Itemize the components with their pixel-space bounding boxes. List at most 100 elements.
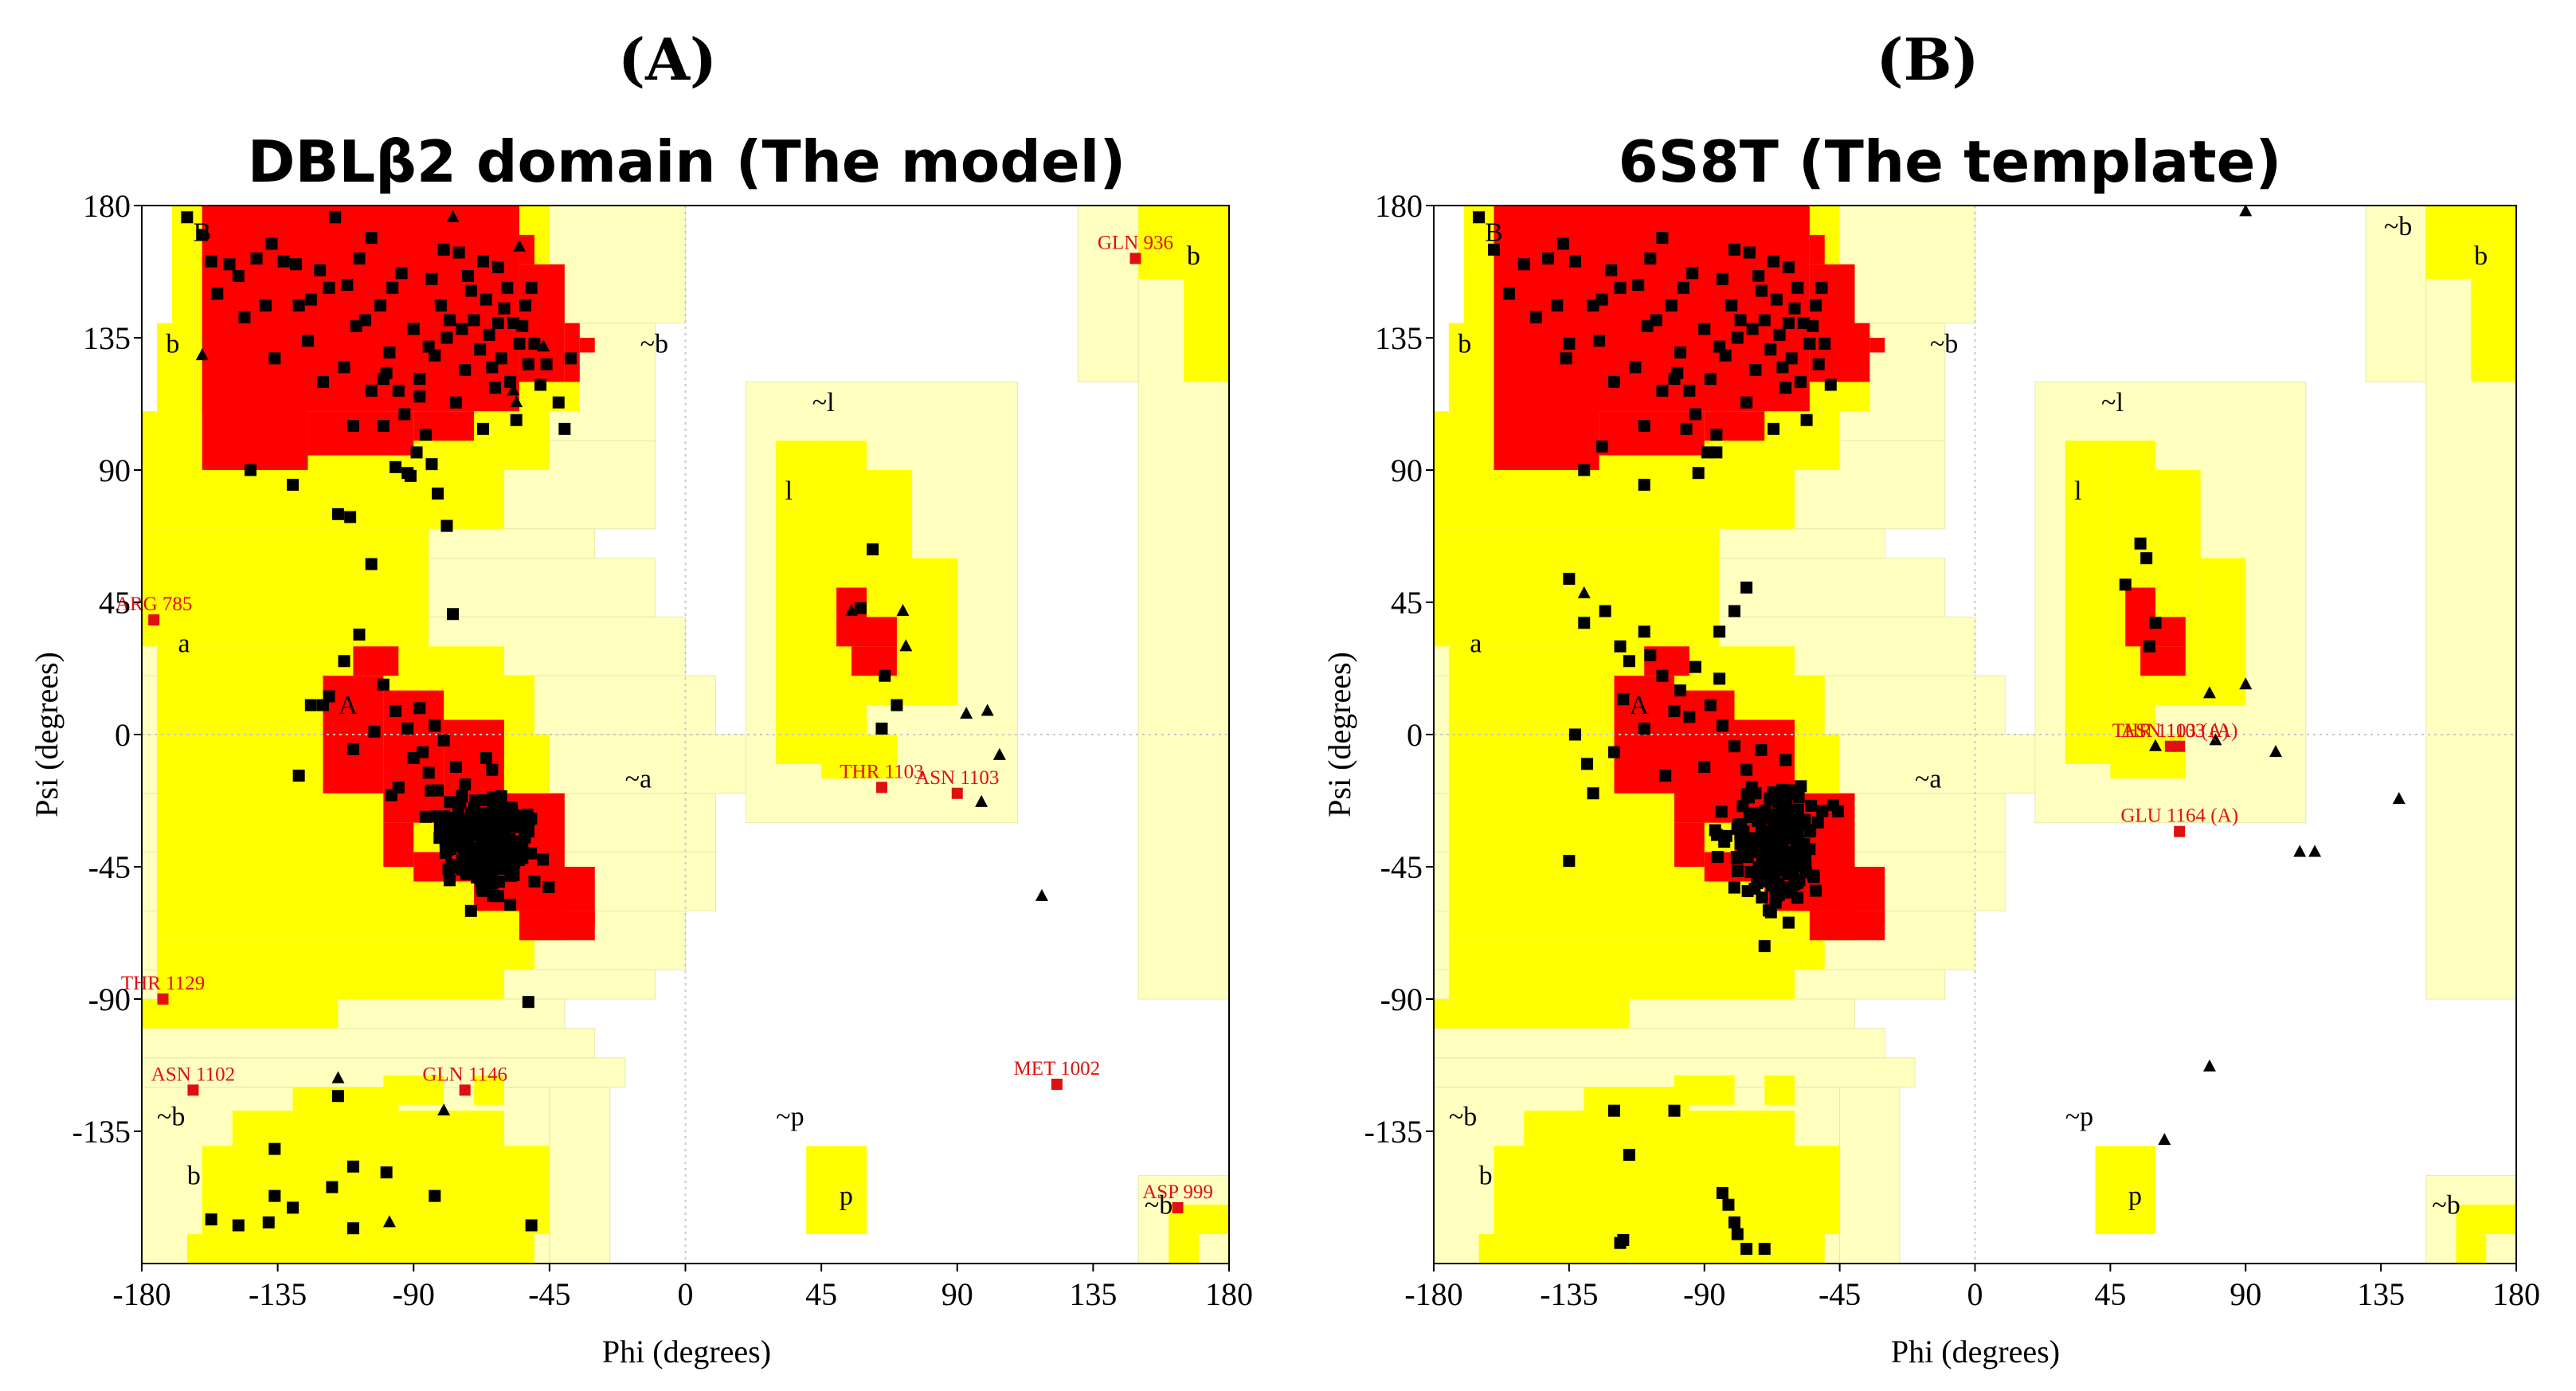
glycine-point bbox=[437, 1103, 451, 1116]
residue-point bbox=[1629, 361, 1642, 374]
glycine-point bbox=[2209, 733, 2222, 746]
residue-point bbox=[1731, 822, 1744, 835]
residue-point bbox=[2140, 552, 2153, 565]
residue-point bbox=[1710, 446, 1723, 459]
residue-point bbox=[407, 752, 420, 765]
residue-point bbox=[1632, 279, 1645, 292]
residue-point bbox=[1656, 669, 1669, 682]
additional-allowed-region bbox=[292, 1087, 399, 1111]
residue-point bbox=[365, 232, 378, 245]
residue-point bbox=[558, 422, 571, 435]
generously-allowed-region bbox=[549, 1087, 611, 1264]
outlier-point bbox=[1129, 253, 1141, 264]
additional-allowed-region bbox=[142, 528, 429, 588]
residue-point bbox=[1755, 743, 1768, 756]
residue-point bbox=[469, 794, 482, 807]
additional-allowed-region bbox=[1434, 587, 1720, 647]
residue-point bbox=[429, 719, 441, 732]
residue-point bbox=[344, 511, 357, 523]
outlier-point bbox=[875, 782, 887, 793]
y-tick-label: -45 bbox=[88, 849, 131, 885]
residue-point bbox=[1713, 672, 1726, 685]
residue-point bbox=[1718, 836, 1731, 848]
additional-allowed-region bbox=[156, 911, 565, 941]
residue-point bbox=[514, 809, 527, 821]
residue-point bbox=[1797, 317, 1810, 330]
additional-allowed-region bbox=[1764, 1075, 1795, 1105]
region-label: b bbox=[1458, 329, 1471, 359]
additional-allowed-region bbox=[1494, 1146, 1840, 1235]
residue-point bbox=[1774, 829, 1787, 842]
residue-point bbox=[491, 317, 504, 330]
residue-point bbox=[1746, 323, 1759, 335]
additional-allowed-region bbox=[142, 999, 339, 1029]
glycine-points-a bbox=[195, 210, 1048, 1228]
residue-point bbox=[496, 801, 509, 814]
residue-point bbox=[1595, 440, 1608, 453]
residue-point bbox=[1768, 255, 1780, 268]
residue-point bbox=[1650, 314, 1662, 327]
residue-point bbox=[346, 743, 359, 755]
residue-point bbox=[1734, 314, 1747, 327]
residue-point bbox=[1608, 746, 1620, 758]
residue-point bbox=[429, 810, 442, 823]
residue-point bbox=[525, 847, 538, 860]
outlier-label: ARG 785 bbox=[115, 594, 193, 615]
residue-point bbox=[1728, 881, 1740, 894]
region-label: ~b bbox=[1449, 1103, 1477, 1132]
glycine-point bbox=[899, 639, 913, 652]
residue-point bbox=[447, 608, 460, 621]
residue-point bbox=[1683, 384, 1696, 397]
residue-point bbox=[422, 766, 435, 779]
residue-point bbox=[374, 299, 387, 312]
residue-point bbox=[1686, 267, 1699, 280]
residue-point bbox=[287, 1201, 299, 1214]
residue-point bbox=[1722, 1198, 1735, 1211]
residue-point bbox=[245, 464, 256, 476]
residue-point bbox=[1754, 814, 1767, 827]
region-label: ~b bbox=[640, 329, 668, 359]
y-tick-label: -45 bbox=[1380, 849, 1423, 885]
residue-point bbox=[1595, 293, 1608, 306]
residue-point bbox=[1731, 1228, 1744, 1240]
residue-point bbox=[1638, 723, 1650, 735]
residue-point bbox=[519, 299, 532, 312]
residue-point bbox=[398, 408, 411, 421]
residue-point bbox=[457, 833, 470, 845]
residue-point bbox=[1758, 1243, 1771, 1256]
residue-point bbox=[1698, 323, 1711, 335]
residue-point bbox=[1704, 699, 1717, 711]
residue-point bbox=[515, 844, 527, 856]
most-favoured-region bbox=[1869, 338, 1885, 353]
residue-point bbox=[516, 319, 529, 332]
residue-point bbox=[437, 243, 450, 256]
y-tick-label: 180 bbox=[1375, 188, 1423, 224]
residue-point bbox=[1760, 856, 1773, 868]
region-label: ~b bbox=[2432, 1190, 2460, 1220]
residue-point bbox=[1488, 243, 1500, 256]
residue-point bbox=[1803, 337, 1816, 350]
x-tick-label: 45 bbox=[805, 1276, 837, 1312]
residue-point bbox=[1809, 299, 1822, 312]
glycine-point bbox=[2158, 1133, 2171, 1146]
residue-point bbox=[419, 429, 432, 441]
residue-point bbox=[383, 346, 396, 359]
residue-point bbox=[1568, 255, 1581, 268]
y-tick-label: 0 bbox=[115, 717, 131, 753]
additional-allowed-region bbox=[156, 940, 534, 970]
most-favoured-region bbox=[867, 617, 897, 647]
residue-point bbox=[1617, 1233, 1630, 1246]
residue-point bbox=[1758, 314, 1771, 327]
x-tick-label: 0 bbox=[678, 1276, 694, 1312]
residue-point bbox=[534, 378, 546, 391]
residue-point bbox=[1716, 272, 1728, 285]
region-label: b bbox=[187, 1161, 201, 1190]
y-tick-label: 45 bbox=[99, 585, 131, 621]
residue-point bbox=[464, 284, 477, 297]
residue-point bbox=[1716, 719, 1728, 732]
residue-point bbox=[487, 890, 500, 903]
residue-point bbox=[1683, 711, 1696, 723]
